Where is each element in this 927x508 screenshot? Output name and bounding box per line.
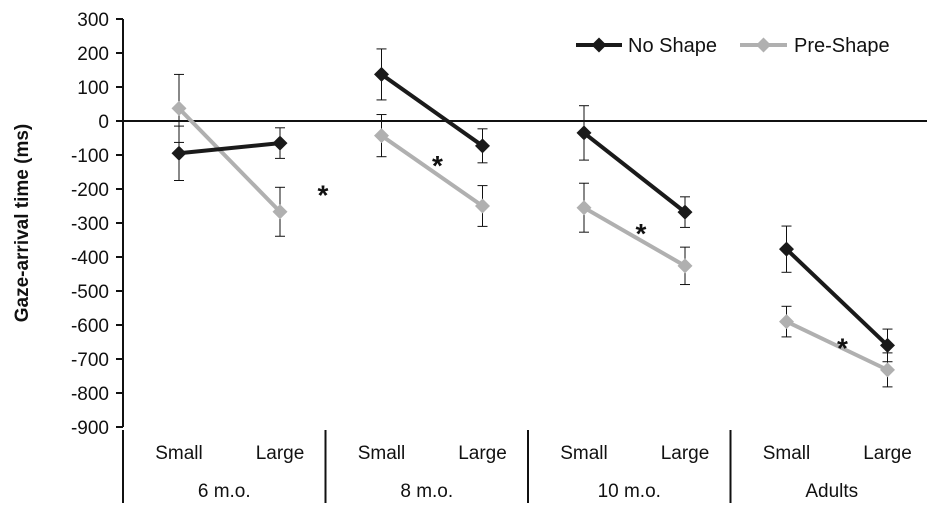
y-axis-title: Gaze-arrival time (ms) <box>12 124 33 323</box>
significance-marker: * <box>837 333 848 364</box>
no-shape-line <box>582 131 687 214</box>
significance-marker: * <box>636 218 647 249</box>
y-tick-label: -800 <box>71 384 109 405</box>
x-group-label: 6 m.o. <box>198 481 251 502</box>
significance-marker: * <box>432 150 443 181</box>
significance-marker: * <box>318 180 329 211</box>
x-group-label: 10 m.o. <box>598 481 661 502</box>
y-tick-label: -500 <box>71 282 109 303</box>
y-tick-label: -100 <box>71 146 109 167</box>
annotation-layer: * * * * <box>318 150 849 364</box>
pre-shape-point <box>576 200 592 216</box>
no-shape-point <box>677 204 693 220</box>
pre-shape-point <box>880 362 895 378</box>
pre-shape-line <box>583 205 686 268</box>
no-shape-point <box>374 66 389 82</box>
x-category-label: Small <box>763 443 811 464</box>
pre-shape-line <box>177 107 282 214</box>
x-category-label: Large <box>458 443 507 464</box>
y-tick-label: 200 <box>77 44 109 65</box>
y-tick-label: -900 <box>71 418 109 439</box>
legend-no-shape-marker <box>591 37 607 53</box>
x-category-label: Small <box>155 443 203 464</box>
no-shape-line <box>178 141 281 156</box>
pre-shape-point <box>171 100 187 116</box>
no-shape-point <box>779 241 794 257</box>
legend: No Shape Pre-Shape <box>576 35 890 57</box>
y-tick-label: -700 <box>71 350 109 371</box>
x-category-label: Small <box>358 443 406 464</box>
pre-shape-line <box>785 319 889 372</box>
pre-shape-point <box>272 204 288 220</box>
x-group-label: 8 m.o. <box>400 481 453 502</box>
axes-layer: 300 200 100 0 -100 -200 -300 -400 -500 -600 -700 -8… <box>12 10 927 503</box>
no-shape-point <box>272 135 288 151</box>
y-tick-label: 0 <box>98 112 109 133</box>
x-category-label: Large <box>256 443 305 464</box>
y-tick-label: 300 <box>77 10 109 31</box>
no-shape-line <box>785 247 889 347</box>
legend-pre-shape-marker <box>756 37 771 53</box>
legend-no-shape-label: No Shape <box>628 35 717 57</box>
y-tick-label: 100 <box>77 78 109 99</box>
y-tick-label: -200 <box>71 180 109 201</box>
no-shape-point <box>475 138 490 154</box>
y-tick-label: -300 <box>71 214 109 235</box>
series-layer <box>171 48 895 388</box>
pre-shape-line <box>380 133 484 208</box>
y-tick-label: -600 <box>71 316 109 337</box>
x-group-label: Adults <box>805 481 858 502</box>
no-shape-point <box>171 145 187 161</box>
pre-shape-point <box>779 314 794 330</box>
no-shape-line <box>380 72 484 148</box>
no-shape-point <box>576 125 592 141</box>
y-tick-label: -400 <box>71 248 109 269</box>
x-category-label: Large <box>661 443 710 464</box>
pre-shape-point <box>374 128 389 144</box>
pre-shape-point <box>475 198 490 214</box>
legend-pre-shape-label: Pre-Shape <box>794 35 890 57</box>
no-shape-point <box>880 337 895 353</box>
pre-shape-point <box>677 258 693 274</box>
x-category-label: Small <box>560 443 608 464</box>
x-category-label: Large <box>863 443 912 464</box>
